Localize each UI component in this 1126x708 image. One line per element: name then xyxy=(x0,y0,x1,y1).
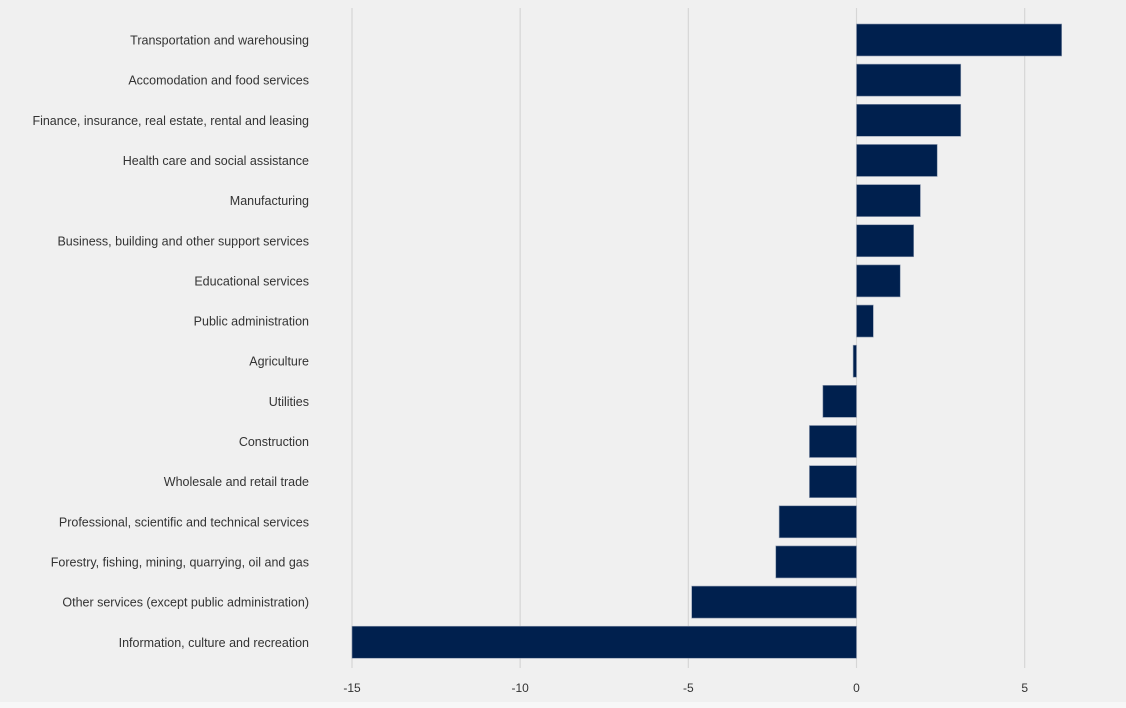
bar xyxy=(822,385,857,418)
bar xyxy=(856,144,938,177)
bar xyxy=(856,264,901,298)
bar xyxy=(778,505,857,539)
category-label: Transportation and warehousing xyxy=(130,34,309,48)
category-label: Health care and social assistance xyxy=(123,154,309,168)
category-label: Information, culture and recreation xyxy=(119,636,309,650)
x-tick-label: -15 xyxy=(343,681,361,695)
bar xyxy=(856,104,962,137)
category-label: Educational services xyxy=(194,274,309,288)
category-label: Professional, scientific and technical s… xyxy=(59,515,309,529)
category-label: Construction xyxy=(239,435,309,449)
bar xyxy=(856,63,962,97)
bar xyxy=(351,625,857,659)
category-label: Business, building and other support ser… xyxy=(57,234,309,248)
bottom-strip xyxy=(0,702,1126,708)
bars xyxy=(351,23,1062,659)
x-tick-labels: -15 -10 -5 0 5 xyxy=(343,681,1028,695)
bar xyxy=(856,304,874,338)
category-label: Accomodation and food services xyxy=(128,74,309,88)
bar xyxy=(809,425,857,458)
x-tick-label: -5 xyxy=(683,681,694,695)
x-tick-label: -10 xyxy=(511,681,529,695)
bar xyxy=(856,224,914,258)
bar xyxy=(856,23,1062,57)
category-label: Public administration xyxy=(194,315,309,329)
bar xyxy=(809,465,857,498)
category-label: Wholesale and retail trade xyxy=(164,475,309,489)
bar xyxy=(852,344,857,378)
category-label: Finance, insurance, real estate, rental … xyxy=(32,114,309,128)
x-tick-label: 0 xyxy=(853,681,860,695)
category-label: Manufacturing xyxy=(230,194,309,208)
category-label: Agriculture xyxy=(249,355,309,369)
category-label: Other services (except public administra… xyxy=(62,596,309,610)
category-label: Forestry, fishing, mining, quarrying, oi… xyxy=(51,555,309,569)
category-label: Utilities xyxy=(269,395,309,409)
bar xyxy=(775,545,857,579)
x-tick-label: 5 xyxy=(1021,681,1028,695)
bar xyxy=(856,184,921,217)
bar xyxy=(691,585,857,619)
category-labels: Transportation and warehousing Accomodati… xyxy=(32,34,309,650)
